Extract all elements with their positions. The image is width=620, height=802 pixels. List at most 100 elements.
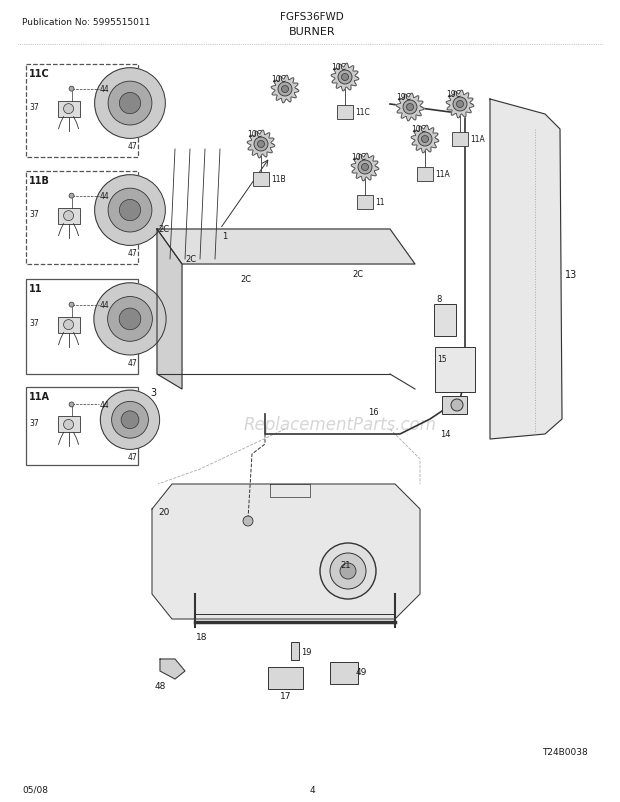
Text: T24B0038: T24B0038	[542, 747, 588, 756]
Text: 47: 47	[127, 358, 137, 367]
Circle shape	[120, 200, 141, 221]
Circle shape	[456, 101, 464, 108]
Polygon shape	[94, 283, 140, 354]
Circle shape	[108, 298, 153, 342]
Text: 44: 44	[100, 85, 109, 94]
Text: 11A: 11A	[435, 170, 449, 179]
Text: 10C: 10C	[411, 125, 426, 134]
Bar	[337, 106, 353, 119]
Polygon shape	[351, 154, 379, 181]
Circle shape	[69, 194, 74, 199]
Text: 2C: 2C	[352, 269, 363, 278]
Text: 37: 37	[29, 318, 39, 328]
Polygon shape	[247, 131, 275, 159]
Bar	[435, 347, 475, 392]
Text: Publication No: 5995515011: Publication No: 5995515011	[22, 18, 151, 27]
Bar	[253, 172, 269, 187]
Circle shape	[407, 104, 414, 111]
Text: 47: 47	[127, 453, 137, 462]
Bar	[58, 102, 79, 118]
Bar	[434, 305, 456, 337]
Text: 11A: 11A	[29, 391, 50, 402]
Text: 47: 47	[127, 142, 137, 152]
Polygon shape	[490, 100, 562, 439]
Text: 11C: 11C	[29, 69, 50, 79]
Polygon shape	[271, 76, 299, 103]
Circle shape	[281, 87, 288, 93]
Text: 21: 21	[340, 561, 350, 569]
Polygon shape	[95, 176, 140, 245]
Text: 11A: 11A	[470, 135, 485, 144]
Polygon shape	[157, 229, 182, 390]
Bar	[452, 133, 468, 147]
Text: 20: 20	[158, 508, 169, 516]
Polygon shape	[100, 391, 140, 448]
Circle shape	[320, 543, 376, 599]
Circle shape	[257, 141, 265, 148]
Polygon shape	[157, 229, 415, 265]
Text: 11B: 11B	[29, 176, 50, 186]
Circle shape	[418, 133, 432, 147]
Bar	[26, 387, 138, 465]
Text: 17: 17	[280, 691, 291, 700]
Text: 37: 37	[29, 419, 39, 427]
Circle shape	[69, 403, 74, 407]
Circle shape	[338, 71, 352, 85]
Circle shape	[119, 309, 141, 330]
Circle shape	[108, 82, 152, 126]
Text: BURNER: BURNER	[289, 27, 335, 37]
Text: 4: 4	[309, 785, 315, 794]
Circle shape	[100, 391, 159, 450]
Circle shape	[64, 104, 74, 115]
Circle shape	[64, 320, 74, 330]
Text: 19: 19	[301, 648, 311, 657]
Circle shape	[120, 93, 141, 115]
Circle shape	[330, 553, 366, 589]
Text: 10C: 10C	[351, 153, 366, 162]
Text: 05/08: 05/08	[22, 785, 48, 794]
Text: 10C: 10C	[331, 63, 346, 72]
Bar	[291, 642, 299, 660]
Circle shape	[69, 87, 74, 92]
Polygon shape	[411, 126, 439, 154]
Bar	[268, 667, 303, 689]
Circle shape	[112, 402, 148, 439]
Text: 1: 1	[222, 232, 228, 241]
Text: 19C: 19C	[396, 93, 411, 102]
Text: 18: 18	[196, 632, 208, 642]
Bar	[58, 318, 79, 333]
Text: 2C: 2C	[185, 255, 196, 264]
Circle shape	[94, 283, 166, 355]
Text: 48: 48	[155, 681, 166, 691]
Circle shape	[64, 420, 74, 430]
Text: 15: 15	[437, 354, 446, 363]
Text: 49: 49	[356, 667, 368, 676]
Text: 44: 44	[100, 400, 109, 410]
Circle shape	[254, 138, 268, 152]
Text: 19C: 19C	[446, 90, 461, 99]
Bar	[58, 417, 79, 433]
Circle shape	[422, 136, 428, 144]
Circle shape	[403, 101, 417, 115]
Polygon shape	[446, 91, 474, 119]
Text: 14: 14	[440, 429, 451, 439]
Circle shape	[95, 176, 166, 246]
Circle shape	[340, 563, 356, 579]
Polygon shape	[152, 484, 420, 619]
Text: 8: 8	[436, 294, 441, 304]
Text: 44: 44	[100, 192, 109, 200]
Bar	[330, 662, 358, 684]
Text: 2C: 2C	[240, 274, 251, 284]
Circle shape	[278, 83, 292, 97]
Text: 11: 11	[29, 284, 43, 294]
Text: 10C: 10C	[271, 75, 286, 84]
Text: 2C: 2C	[158, 225, 169, 233]
Bar	[442, 396, 467, 415]
Text: 10C: 10C	[247, 130, 262, 139]
Polygon shape	[95, 69, 140, 137]
Circle shape	[108, 189, 152, 233]
Circle shape	[361, 164, 368, 172]
Text: FGFS36FWD: FGFS36FWD	[280, 12, 344, 22]
Text: 11B: 11B	[271, 175, 286, 184]
Bar	[357, 196, 373, 210]
